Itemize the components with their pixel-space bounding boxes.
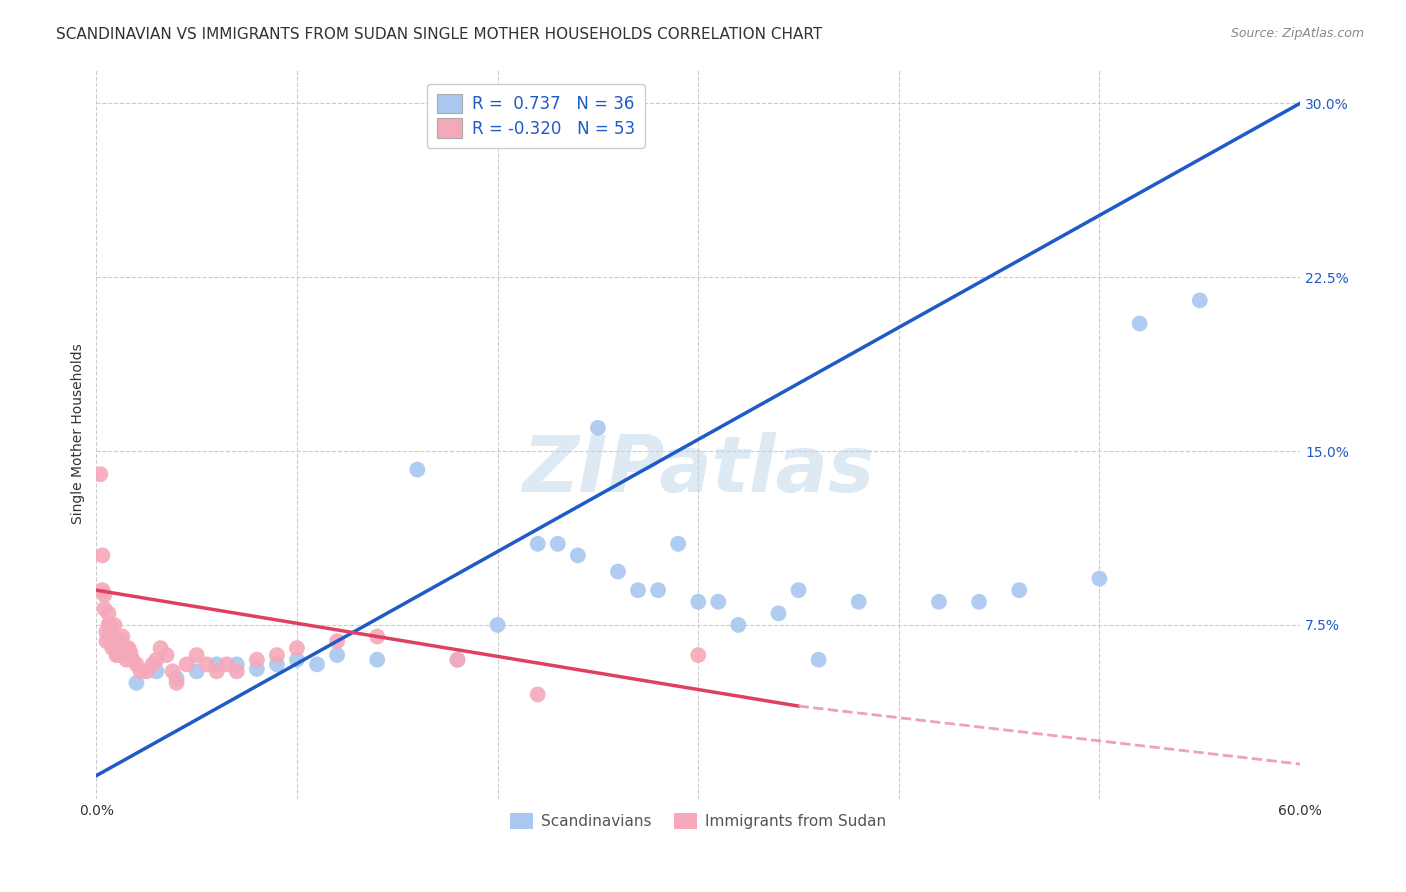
Point xyxy=(89,467,111,482)
Point xyxy=(225,665,247,679)
Point xyxy=(117,641,139,656)
Point xyxy=(166,676,188,690)
Point xyxy=(120,646,142,660)
Point xyxy=(627,583,650,598)
Point xyxy=(155,648,177,662)
Point xyxy=(141,657,163,672)
Point xyxy=(103,618,125,632)
Point xyxy=(266,657,288,672)
Point xyxy=(91,583,114,598)
Point xyxy=(105,634,128,648)
Point xyxy=(1129,317,1152,331)
Point xyxy=(707,595,730,609)
Point xyxy=(176,657,198,672)
Point xyxy=(101,634,124,648)
Point xyxy=(285,653,308,667)
Point xyxy=(195,657,218,672)
Point xyxy=(186,648,208,662)
Point xyxy=(129,665,152,679)
Point xyxy=(105,648,128,662)
Text: ZIPatlas: ZIPatlas xyxy=(522,433,875,508)
Point xyxy=(666,537,689,551)
Point xyxy=(586,421,609,435)
Point xyxy=(97,607,120,621)
Legend: Scandinavians, Immigrants from Sudan: Scandinavians, Immigrants from Sudan xyxy=(505,806,893,835)
Point xyxy=(285,641,308,656)
Point xyxy=(446,653,468,667)
Point xyxy=(366,653,388,667)
Text: Source: ZipAtlas.com: Source: ZipAtlas.com xyxy=(1230,27,1364,40)
Point xyxy=(166,671,188,685)
Point xyxy=(135,665,157,679)
Point xyxy=(787,583,810,598)
Point xyxy=(93,601,115,615)
Point xyxy=(567,549,589,563)
Point xyxy=(145,653,167,667)
Point xyxy=(110,634,132,648)
Point xyxy=(111,641,134,656)
Point xyxy=(1188,293,1211,308)
Point xyxy=(1008,583,1031,598)
Point xyxy=(91,549,114,563)
Point xyxy=(100,618,122,632)
Point xyxy=(215,657,238,672)
Point xyxy=(103,630,125,644)
Point xyxy=(848,595,870,609)
Point xyxy=(326,648,349,662)
Point xyxy=(115,641,138,656)
Point xyxy=(526,688,548,702)
Point xyxy=(967,595,990,609)
Point xyxy=(100,634,122,648)
Point xyxy=(246,662,269,676)
Point xyxy=(121,653,143,667)
Point xyxy=(486,618,509,632)
Point xyxy=(93,588,115,602)
Point xyxy=(205,665,228,679)
Point xyxy=(366,630,388,644)
Point xyxy=(928,595,950,609)
Point xyxy=(406,462,429,476)
Point xyxy=(111,630,134,644)
Point xyxy=(768,607,790,621)
Point xyxy=(96,634,118,648)
Point xyxy=(688,595,710,609)
Point xyxy=(114,641,136,656)
Point xyxy=(266,648,288,662)
Point xyxy=(97,618,120,632)
Point xyxy=(326,634,349,648)
Point xyxy=(205,657,228,672)
Point xyxy=(149,641,172,656)
Point xyxy=(107,648,129,662)
Point xyxy=(125,676,148,690)
Point xyxy=(96,624,118,639)
Point xyxy=(101,641,124,656)
Point xyxy=(727,618,749,632)
Text: SCANDINAVIAN VS IMMIGRANTS FROM SUDAN SINGLE MOTHER HOUSEHOLDS CORRELATION CHART: SCANDINAVIAN VS IMMIGRANTS FROM SUDAN SI… xyxy=(56,27,823,42)
Point xyxy=(688,648,710,662)
Point xyxy=(547,537,569,551)
Point xyxy=(145,665,167,679)
Point xyxy=(246,653,269,667)
Point xyxy=(225,657,247,672)
Point xyxy=(607,565,630,579)
Point xyxy=(110,641,132,656)
Point xyxy=(186,665,208,679)
Point xyxy=(125,657,148,672)
Point xyxy=(115,653,138,667)
Point xyxy=(305,657,328,672)
Point xyxy=(647,583,669,598)
Point xyxy=(162,665,184,679)
Point xyxy=(1088,572,1111,586)
Point xyxy=(807,653,830,667)
Point xyxy=(114,648,136,662)
Point xyxy=(446,653,468,667)
Y-axis label: Single Mother Households: Single Mother Households xyxy=(72,343,86,524)
Point xyxy=(526,537,548,551)
Point xyxy=(105,641,128,656)
